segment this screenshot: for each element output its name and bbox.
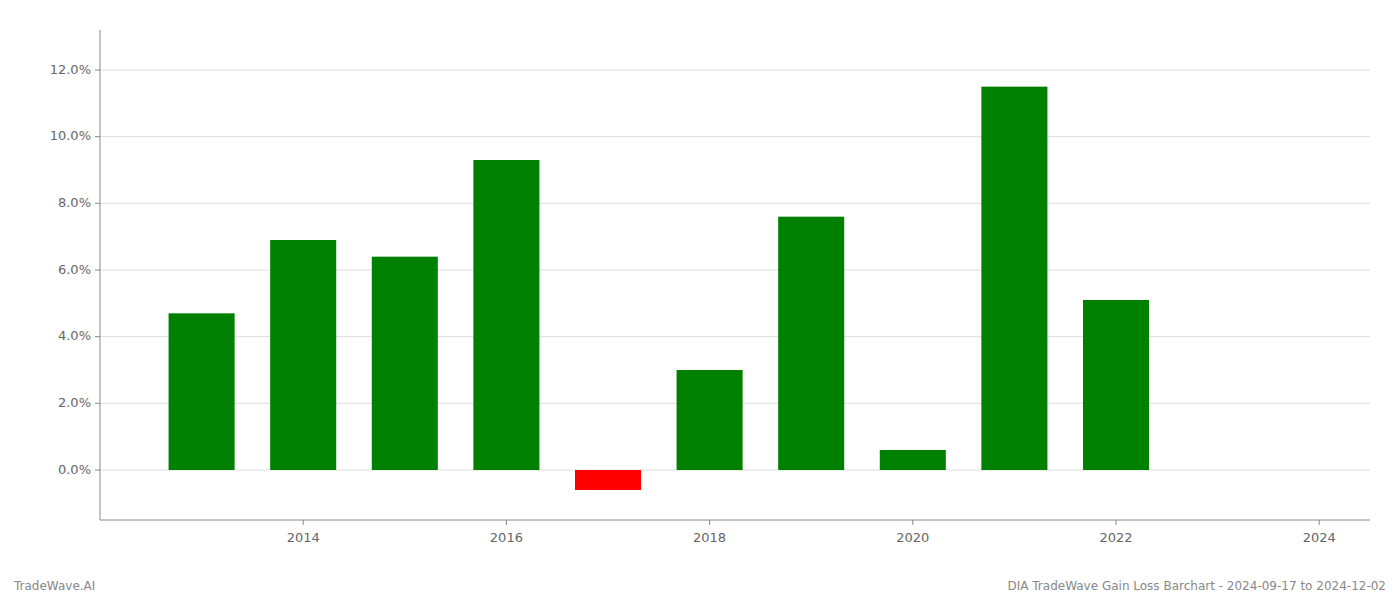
grid [100,70,1370,470]
bar [677,370,743,470]
x-tick [912,520,913,525]
x-tick [709,520,710,525]
bar [1083,300,1149,470]
y-tick-label: 8.0% [58,195,91,210]
bar [778,217,844,470]
bar [169,313,235,470]
bars [169,87,1149,490]
y-tick [95,203,100,204]
bar [981,87,1047,470]
y-tick [95,470,100,471]
y-tick [95,270,100,271]
y-tick [95,136,100,137]
title: DIA TradeWave Gain Loss Barchart - 2024-… [1007,579,1386,593]
x-tick-label: 2014 [287,530,320,545]
x-tick-labels: 2014 2016 2018 2020 2022 2024 [287,520,1336,545]
x-tick [506,520,507,525]
x-axis-line [100,520,1370,521]
bar [372,257,438,470]
bar [575,470,641,490]
x-tick-label: 2016 [490,530,523,545]
chart-container: 0.0%2.0%4.0%6.0%8.0%10.0%12.0%2014201620… [0,0,1400,600]
y-tick-label: 0.0% [58,462,91,477]
x-tick [1319,520,1320,525]
grid-line [100,136,1370,137]
x-tick-label: 2024 [1303,530,1336,545]
y-tick-label: 12.0% [50,62,91,77]
bar [473,160,539,470]
grid-line [100,203,1370,204]
bar [880,450,946,470]
chart-svg: 0.0%2.0%4.0%6.0%8.0%10.0%12.0%2014201620… [0,0,1400,600]
y-tick-label: 4.0% [58,328,91,343]
axes [100,30,1370,520]
x-tick [1116,520,1117,525]
y-tick [95,70,100,71]
grid-line [100,70,1370,71]
bar [270,240,336,470]
y-tick-label: 10.0% [50,128,91,143]
y-axis-line [100,30,101,520]
x-tick-label: 2020 [896,530,929,545]
x-tick-label: 2018 [693,530,726,545]
y-tick [95,403,100,404]
y-tick-label: 2.0% [58,395,91,410]
x-tick [303,520,304,525]
y-tick-labels: 0.0% 2.0% 4.0% 6.0% 8.0% 10.0% 12.0% [50,62,100,477]
watermark: TradeWave.AI [13,579,95,593]
y-tick [95,336,100,337]
x-tick-label: 2022 [1099,530,1132,545]
y-tick-label: 6.0% [58,262,91,277]
